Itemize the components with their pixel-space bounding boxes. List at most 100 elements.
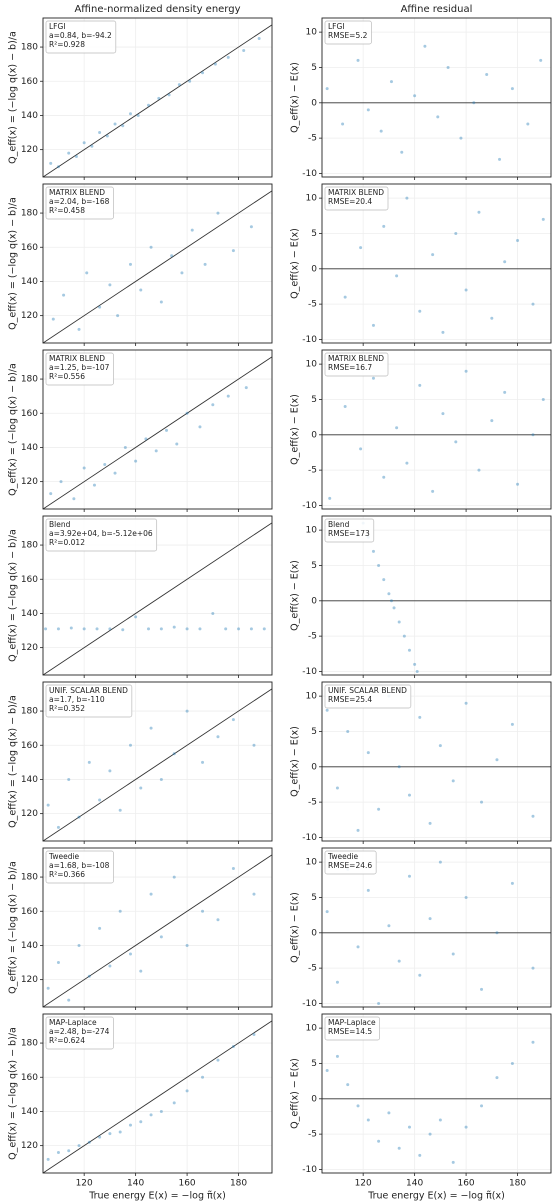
y-tick-label: 120 [21, 477, 38, 487]
point [382, 224, 386, 228]
y-tick-label: 120 [21, 145, 38, 155]
legend-box [45, 1016, 114, 1050]
point [485, 73, 489, 77]
point [159, 627, 163, 631]
point [382, 475, 386, 479]
point [144, 437, 148, 441]
point [98, 798, 102, 802]
point [87, 1140, 91, 1144]
annotation: RMSE=14.5 [328, 1027, 372, 1036]
axes-frame [42, 17, 273, 178]
legend-box [45, 850, 114, 884]
point [98, 1135, 102, 1139]
point [59, 480, 63, 484]
x-tick-label: 120 [355, 1179, 372, 1189]
annotation: MATRIX BLEND [49, 188, 105, 197]
point [51, 317, 55, 321]
point [231, 867, 235, 871]
axes-frame [321, 17, 552, 178]
point [346, 729, 350, 733]
point [526, 122, 530, 126]
y-tick-label: 180 [21, 707, 38, 717]
point [67, 1149, 71, 1153]
point [252, 1033, 256, 1037]
point [201, 71, 205, 75]
point [128, 1123, 132, 1127]
legend-box [45, 20, 117, 54]
point [172, 752, 176, 756]
point [397, 765, 401, 769]
y-tick-label: 5 [311, 63, 317, 73]
point [464, 288, 468, 292]
point [118, 1130, 122, 1134]
point [335, 980, 339, 984]
point [405, 461, 409, 465]
y-tick-label: 160 [21, 907, 38, 917]
y-axis-label: Q_eff(x) = (−log q(x) − b)/a [8, 197, 19, 330]
point [389, 80, 393, 84]
point [146, 103, 150, 107]
y-tick-label: 5 [311, 395, 317, 405]
point [216, 918, 220, 922]
point [201, 760, 205, 764]
identity-line [43, 356, 272, 509]
point [149, 1113, 153, 1117]
point [510, 881, 514, 885]
identity-line [43, 854, 272, 1007]
y-tick-label: -5 [308, 300, 317, 310]
point [154, 449, 158, 453]
point [490, 316, 494, 320]
point [252, 892, 256, 896]
point [198, 627, 202, 631]
point [56, 1150, 60, 1154]
point [56, 627, 60, 631]
point [539, 58, 543, 62]
y-tick-label: 140 [21, 1107, 38, 1117]
annotation: MATRIX BLEND [328, 188, 384, 197]
point [123, 445, 127, 449]
point [128, 112, 132, 116]
point [441, 330, 445, 334]
point [389, 599, 393, 603]
point [490, 419, 494, 423]
y-tick-label: 180 [21, 375, 38, 385]
annotation: Blend [49, 520, 71, 529]
point [185, 411, 189, 415]
point [325, 910, 329, 914]
point [231, 1044, 235, 1048]
y-tick-label: 10 [306, 526, 318, 536]
point [108, 1132, 112, 1136]
annotation: R²=0.352 [49, 704, 85, 713]
y-tick-label: -10 [302, 1165, 317, 1175]
point [95, 627, 99, 631]
point [531, 814, 535, 818]
point [139, 969, 143, 973]
axes-frame [321, 183, 552, 344]
point [495, 1076, 499, 1080]
point [134, 615, 138, 619]
point [516, 482, 520, 486]
annotation: LFGI [49, 22, 66, 31]
y-tick-label: 140 [21, 609, 38, 619]
y-tick-label: 140 [21, 775, 38, 785]
point [397, 1146, 401, 1150]
y-tick-label: 5 [311, 561, 317, 571]
point [77, 943, 81, 947]
point [67, 151, 71, 155]
point [428, 917, 432, 921]
point [335, 786, 339, 790]
point [216, 1058, 220, 1062]
annotation: a=3.92e+04, b=-5.12e+06 [49, 529, 153, 538]
y-axis-label: Q_eff(x) = (−log q(x) − b)/a [8, 363, 19, 496]
point [87, 974, 91, 978]
y-tick-label: 120 [21, 809, 38, 819]
x-tick-label: 120 [76, 1179, 93, 1189]
annotation: MAP-Laplace [328, 1018, 376, 1027]
point [480, 1104, 484, 1108]
point [177, 83, 181, 87]
y-tick-label: -5 [308, 466, 317, 476]
point [451, 779, 455, 783]
point [415, 669, 419, 673]
y-axis-label: Q_eff(x) − E(x) [290, 1058, 301, 1129]
point [464, 895, 468, 899]
